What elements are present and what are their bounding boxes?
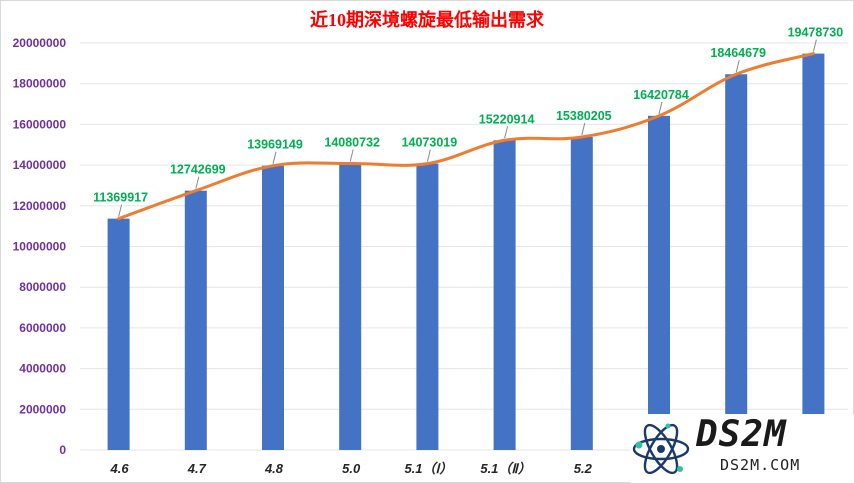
y-tick-label: 14000000 [13,158,67,172]
line-series [117,52,815,221]
x-tick-label: 4.6 [110,461,130,476]
label-leader [581,122,586,136]
y-tick-label: 18000000 [13,77,67,91]
y-tick-label: 12000000 [13,199,67,213]
data-label: 19478730 [788,26,844,40]
x-tick-label: 5.2 [574,461,593,476]
bar [493,140,516,450]
data-label: 15380205 [556,109,612,123]
bar [725,74,748,451]
label-leader [504,126,509,139]
bar [184,190,207,450]
label-leader [812,39,817,52]
y-tick-label: 20000000 [13,36,67,50]
label-leader [349,149,354,162]
x-tick-label: 5.1（Ⅰ） [404,461,452,476]
data-label: 18464679 [710,46,766,60]
data-label: 15220914 [479,112,535,126]
y-tick-label: 0 [59,443,66,457]
data-label: 12742699 [170,163,226,177]
bar [416,163,439,450]
x-tick-label: 4.7 [187,461,207,476]
y-tick-label: 8000000 [19,280,66,294]
y-axis-ticks: 0 2000000 4000000 6000000 8000000 10000000 120… [13,36,67,457]
y-tick-label: 10000000 [13,240,67,254]
bar [339,163,362,451]
bar [802,53,825,450]
label-leader [658,101,663,114]
watermark-brand: DS2M [696,414,787,455]
y-tick-label: 4000000 [19,362,66,376]
data-label: 11369917 [93,191,148,205]
data-labels: 11369917 12742699 13969149 14080732 14073019… [93,26,843,217]
label-leader [272,151,277,164]
label-leader [118,204,123,217]
trend-line [117,52,815,221]
label-leader [426,149,431,162]
data-label: 16420784 [633,88,689,102]
atom-logo-icon [632,423,690,475]
y-tick-label: 6000000 [19,321,66,335]
y-tick-label: 2000000 [19,402,66,416]
data-label: 14080732 [324,135,380,149]
bar [648,115,670,451]
bar-series [107,53,825,451]
label-leader [195,176,200,189]
data-label: 13969149 [247,138,303,152]
chart-title: 近10期深境螺旋最低输出需求 [310,9,545,30]
watermark-url: DS2M.COM [720,456,801,474]
x-tick-label: 4.8 [264,461,284,476]
bar [262,165,284,450]
bar [570,137,593,451]
label-leader [735,60,740,73]
watermark: DS2M DS2M.COM [630,414,854,483]
data-label: 14073019 [402,136,458,150]
x-axis-ticks: 4.6 4.7 4.8 5.0 5.1（Ⅰ） 5.1（Ⅱ） 5.2 [110,461,593,476]
x-tick-label: 5.1（Ⅱ） [480,461,530,476]
bar [107,218,130,450]
x-tick-label: 5.0 [342,461,361,476]
y-tick-label: 16000000 [13,117,67,131]
